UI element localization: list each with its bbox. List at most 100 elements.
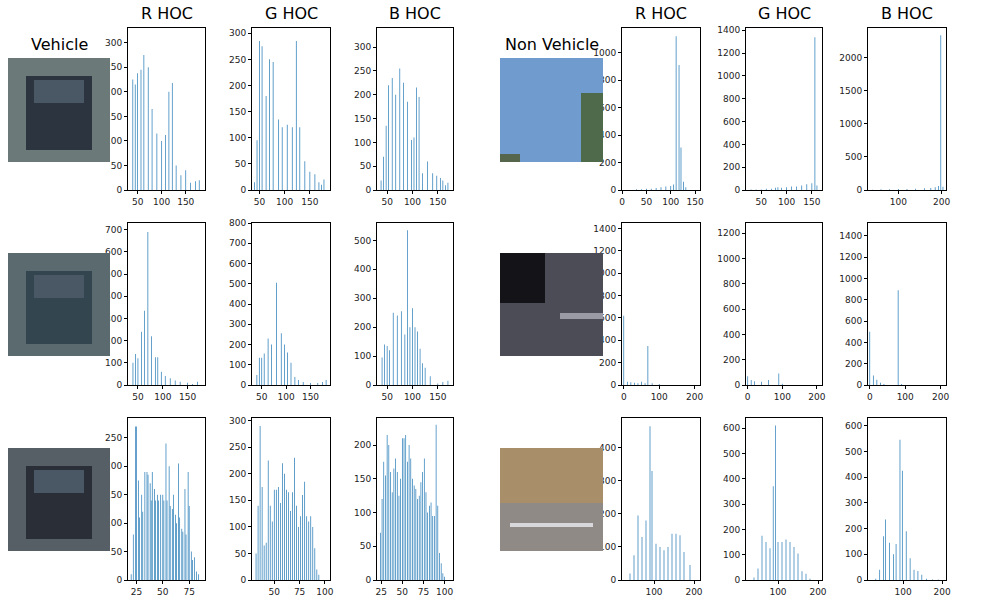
svg-text:200: 200 xyxy=(932,392,949,402)
svg-text:200: 200 xyxy=(105,336,122,346)
svg-text:1400: 1400 xyxy=(839,231,862,241)
svg-text:R HOC: R HOC xyxy=(141,4,193,23)
svg-text:50: 50 xyxy=(157,587,169,597)
svg-text:500: 500 xyxy=(723,449,740,459)
svg-text:150: 150 xyxy=(229,107,246,117)
svg-text:600: 600 xyxy=(845,421,862,431)
svg-text:0: 0 xyxy=(240,575,246,585)
svg-text:600: 600 xyxy=(845,316,862,326)
svg-text:200: 200 xyxy=(354,90,371,100)
svg-text:100: 100 xyxy=(895,587,912,597)
svg-text:400: 400 xyxy=(723,474,740,484)
svg-text:Vehicle: Vehicle xyxy=(31,35,88,54)
svg-text:100: 100 xyxy=(599,542,616,552)
svg-text:50: 50 xyxy=(269,587,281,597)
svg-text:1400: 1400 xyxy=(593,224,616,234)
svg-text:B HOC: B HOC xyxy=(389,4,441,23)
svg-text:400: 400 xyxy=(723,140,740,150)
svg-text:1200: 1200 xyxy=(717,48,740,58)
svg-text:150: 150 xyxy=(105,490,122,500)
svg-text:50: 50 xyxy=(381,197,393,207)
svg-text:200: 200 xyxy=(229,340,246,350)
svg-text:50: 50 xyxy=(235,159,247,169)
svg-text:1000: 1000 xyxy=(839,119,862,129)
svg-text:250: 250 xyxy=(105,433,122,443)
svg-text:0: 0 xyxy=(240,185,246,195)
svg-text:25: 25 xyxy=(375,587,386,597)
svg-text:200: 200 xyxy=(354,440,371,450)
svg-text:50: 50 xyxy=(381,392,393,402)
svg-text:500: 500 xyxy=(845,447,862,457)
svg-text:600: 600 xyxy=(723,304,740,314)
svg-text:200: 200 xyxy=(229,469,246,479)
svg-text:400: 400 xyxy=(723,330,740,340)
svg-text:1000: 1000 xyxy=(839,274,862,284)
svg-text:200: 200 xyxy=(105,87,122,97)
svg-text:150: 150 xyxy=(354,474,371,484)
svg-text:200: 200 xyxy=(934,587,951,597)
svg-text:100: 100 xyxy=(354,138,371,148)
svg-text:50: 50 xyxy=(111,547,123,557)
svg-text:2000: 2000 xyxy=(839,53,862,63)
svg-text:1000: 1000 xyxy=(593,268,616,278)
svg-text:200: 200 xyxy=(105,461,122,471)
svg-text:1000: 1000 xyxy=(717,254,740,264)
svg-text:0: 0 xyxy=(856,380,862,390)
svg-text:0: 0 xyxy=(116,380,122,390)
svg-text:0: 0 xyxy=(365,575,371,585)
svg-text:0: 0 xyxy=(867,392,873,402)
svg-text:0: 0 xyxy=(240,380,246,390)
svg-text:100: 100 xyxy=(404,392,421,402)
svg-text:200: 200 xyxy=(845,524,862,534)
svg-text:700: 700 xyxy=(105,225,122,235)
svg-text:200: 200 xyxy=(933,197,950,207)
svg-text:200: 200 xyxy=(599,358,616,368)
svg-text:300: 300 xyxy=(845,498,862,508)
svg-text:150: 150 xyxy=(301,197,318,207)
svg-text:50: 50 xyxy=(132,392,144,402)
svg-text:300: 300 xyxy=(229,416,246,426)
svg-text:150: 150 xyxy=(429,197,446,207)
svg-text:100: 100 xyxy=(105,358,122,368)
svg-text:Non Vehicle: Non Vehicle xyxy=(505,35,599,54)
svg-text:600: 600 xyxy=(229,259,246,269)
svg-text:400: 400 xyxy=(599,335,616,345)
svg-text:300: 300 xyxy=(354,293,371,303)
svg-text:200: 200 xyxy=(723,355,740,365)
svg-text:1200: 1200 xyxy=(717,228,740,238)
svg-text:100: 100 xyxy=(651,392,668,402)
svg-text:500: 500 xyxy=(845,152,862,162)
svg-text:0: 0 xyxy=(745,392,751,402)
svg-text:50: 50 xyxy=(641,197,653,207)
svg-text:1000: 1000 xyxy=(717,71,740,81)
svg-text:100: 100 xyxy=(436,587,453,597)
svg-text:0: 0 xyxy=(856,185,862,195)
svg-text:0: 0 xyxy=(365,185,371,195)
svg-text:50: 50 xyxy=(360,161,372,171)
svg-text:1200: 1200 xyxy=(593,246,616,256)
svg-text:150: 150 xyxy=(105,112,122,122)
svg-text:0: 0 xyxy=(734,380,740,390)
svg-text:800: 800 xyxy=(229,218,246,228)
svg-text:0: 0 xyxy=(619,197,625,207)
svg-text:200: 200 xyxy=(845,359,862,369)
svg-text:G HOC: G HOC xyxy=(758,4,811,23)
svg-text:50: 50 xyxy=(360,541,372,551)
svg-text:400: 400 xyxy=(229,299,246,309)
svg-text:0: 0 xyxy=(610,575,616,585)
svg-text:100: 100 xyxy=(890,197,907,207)
svg-text:100: 100 xyxy=(316,587,333,597)
svg-text:250: 250 xyxy=(105,62,122,72)
svg-text:50: 50 xyxy=(132,197,144,207)
svg-text:200: 200 xyxy=(229,81,246,91)
svg-text:200: 200 xyxy=(599,509,616,519)
svg-text:800: 800 xyxy=(723,94,740,104)
svg-text:300: 300 xyxy=(105,38,122,48)
svg-text:250: 250 xyxy=(354,66,371,76)
svg-text:200: 200 xyxy=(809,587,826,597)
svg-text:400: 400 xyxy=(354,264,371,274)
svg-text:200: 200 xyxy=(808,392,825,402)
svg-text:400: 400 xyxy=(845,472,862,482)
svg-text:0: 0 xyxy=(610,380,616,390)
svg-text:100: 100 xyxy=(153,197,170,207)
